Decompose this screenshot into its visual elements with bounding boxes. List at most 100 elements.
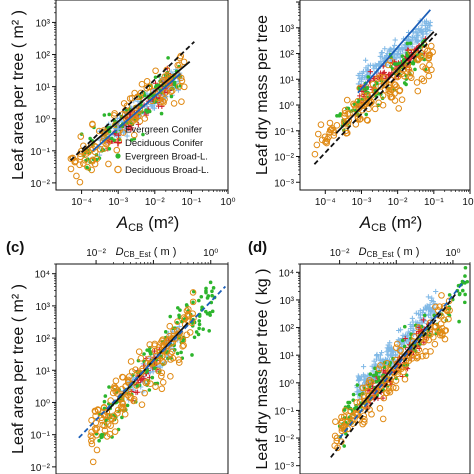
- point-eb: [176, 306, 180, 310]
- legend-label: Deciduous Conifer: [125, 138, 203, 149]
- point-db: [189, 289, 197, 296]
- point-eb: [107, 112, 112, 117]
- y-axis-label: Leaf dry mass per tree: [254, 15, 271, 175]
- point-db: [111, 110, 118, 117]
- point-eb: [210, 309, 215, 314]
- point-db: [158, 372, 165, 380]
- point-dc: [402, 335, 408, 342]
- point-eb: [159, 111, 164, 116]
- point-db: [113, 146, 121, 154]
- point-eb: [465, 279, 470, 284]
- point-db: [67, 165, 75, 173]
- point-eb: [355, 383, 360, 387]
- point-ec: [415, 30, 421, 36]
- point-db: [431, 340, 439, 348]
- point-db: [375, 365, 383, 373]
- point-db: [141, 115, 149, 122]
- point-db: [91, 425, 99, 432]
- x-tick-label: 10⁻³: [108, 197, 128, 208]
- y-tick-label: 10⁻²: [30, 179, 50, 190]
- point-db: [405, 66, 413, 73]
- point-eb: [163, 330, 168, 334]
- panel-c: 10⁻² 10⁻¹ 10⁰ 10¹ 10² 10³ 10⁴ 10⁻² 10⁰ DCB_Est ( …: [10, 246, 229, 474]
- point-eb: [457, 319, 461, 324]
- point-eb: [175, 320, 179, 325]
- point-ec: [378, 350, 385, 356]
- y-tick-label: 10²: [36, 51, 51, 62]
- point-db: [120, 100, 128, 107]
- point-ec: [149, 103, 155, 109]
- point-eb: [150, 375, 155, 380]
- y-tick-label: 10¹: [280, 75, 295, 86]
- point-db: [332, 418, 339, 425]
- x-tick-label: 10⁻¹: [182, 197, 202, 208]
- point-db: [130, 131, 138, 139]
- point-eb: [371, 373, 376, 378]
- point-db: [119, 374, 127, 381]
- point-db: [387, 94, 395, 101]
- point-ec: [417, 308, 423, 314]
- point-db: [103, 433, 111, 440]
- x-tick-label: 10⁰: [445, 248, 460, 259]
- point-db: [147, 360, 155, 367]
- point-db: [386, 90, 394, 98]
- point-db: [167, 373, 174, 380]
- point-eb: [103, 394, 108, 398]
- point-db: [94, 406, 102, 413]
- point-db: [413, 354, 421, 362]
- point-eb: [211, 286, 216, 290]
- point-eb: [179, 350, 183, 355]
- y-tick-label: 10¹: [36, 83, 51, 94]
- point-db: [406, 73, 413, 80]
- point-db: [363, 98, 370, 106]
- point-ec: [418, 27, 424, 34]
- point-db: [441, 335, 449, 343]
- y-tick-label: 10⁰: [279, 101, 294, 112]
- point-eb: [368, 372, 373, 376]
- point-eb: [402, 81, 407, 85]
- point-ec: [394, 51, 400, 57]
- point-db: [111, 417, 119, 425]
- point-db: [383, 389, 391, 397]
- point-db: [93, 446, 101, 454]
- point-db: [343, 96, 351, 104]
- point-db: [383, 359, 391, 367]
- y-tick-label: 10²: [280, 50, 295, 61]
- point-db: [124, 391, 132, 399]
- point-eb: [413, 323, 418, 328]
- point-eb: [400, 338, 405, 343]
- point-db: [181, 83, 188, 91]
- point-db: [154, 94, 162, 102]
- point-eb: [169, 94, 174, 99]
- y-tick-label: 10⁴: [279, 268, 294, 279]
- point-db: [425, 54, 432, 61]
- point-ec: [409, 315, 415, 321]
- point-ec: [420, 307, 427, 313]
- point-eb: [200, 305, 204, 310]
- point-eb: [197, 326, 201, 331]
- point-ec: [369, 363, 375, 369]
- point-db: [443, 307, 451, 315]
- point-db: [331, 432, 339, 440]
- point-db: [119, 404, 126, 412]
- point-eb: [365, 86, 369, 91]
- point-db: [84, 163, 91, 171]
- point-ec: [428, 315, 434, 321]
- point-eb: [190, 353, 194, 357]
- point-db: [427, 42, 435, 50]
- point-ec: [357, 70, 363, 77]
- point-eb: [197, 298, 201, 303]
- point-eb: [148, 352, 153, 356]
- y-axis-label: Leaf dry mass per tree ( kg ): [254, 269, 271, 470]
- point-eb: [342, 407, 347, 412]
- point-db: [130, 117, 137, 124]
- point-eb: [172, 82, 177, 87]
- point-db: [189, 310, 196, 317]
- point-dc: [385, 72, 392, 78]
- point-eb: [460, 288, 465, 293]
- point-db: [89, 120, 96, 128]
- point-eb: [201, 327, 205, 331]
- point-eb: [338, 113, 342, 118]
- point-db: [133, 382, 140, 389]
- point-ec: [124, 133, 130, 139]
